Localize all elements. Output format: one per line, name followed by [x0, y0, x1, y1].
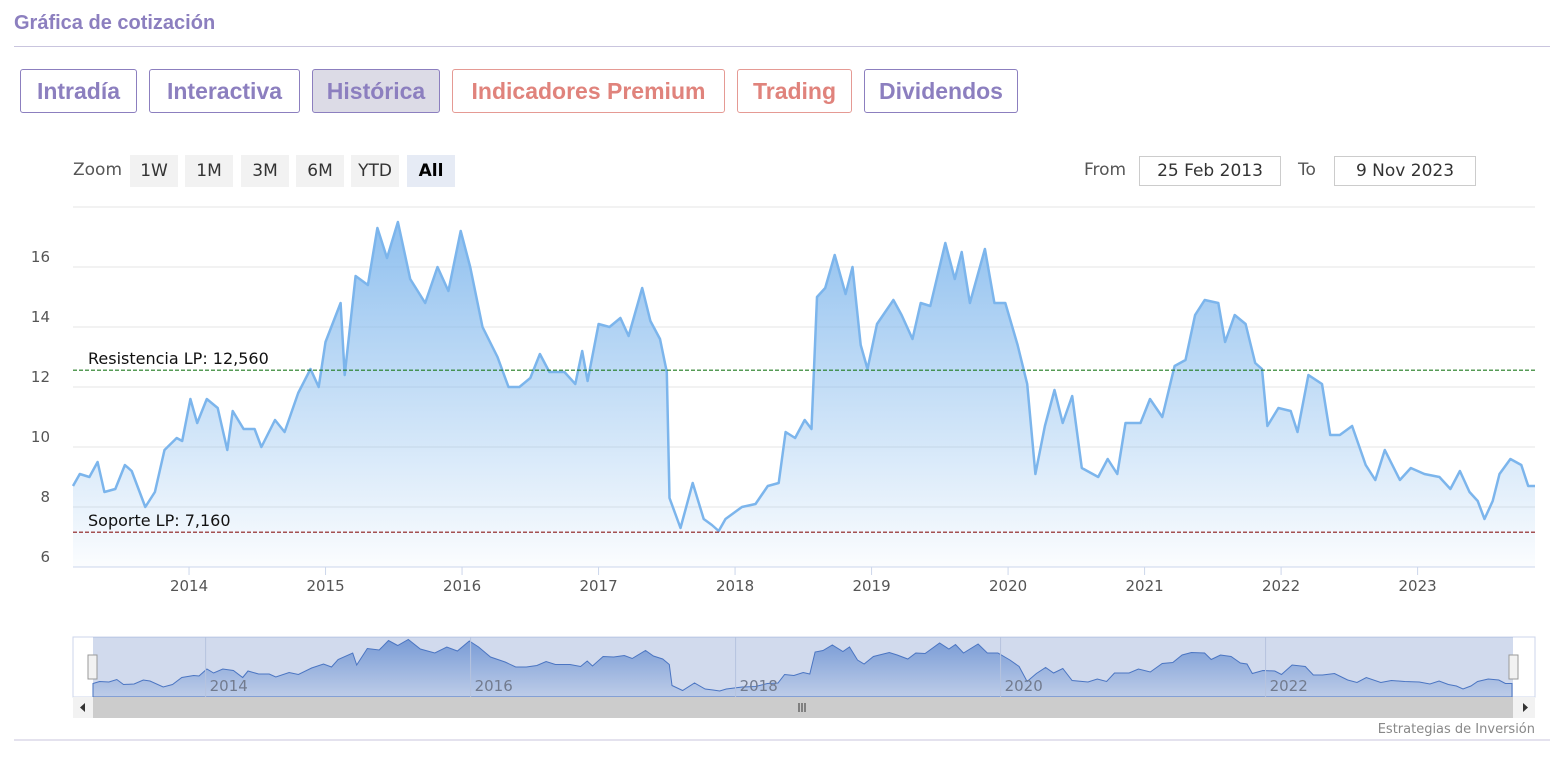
x-tick-label: 2016	[443, 577, 481, 595]
zoom-button[interactable]: 1W	[130, 155, 178, 187]
navigator-area	[92, 638, 1513, 698]
y-tick-label: 14	[31, 308, 50, 326]
x-tick-label: 2017	[579, 577, 617, 595]
x-tick-label: 2022	[1262, 577, 1300, 595]
tab[interactable]: Indicadores Premium	[452, 69, 725, 113]
scrollbar-thumb[interactable]	[93, 697, 1513, 718]
zoom-button[interactable]: 6M	[296, 155, 344, 187]
navigator-tick-label: 2020	[1005, 677, 1043, 695]
navigator-mask	[93, 637, 1513, 697]
x-tick-label: 2020	[989, 577, 1027, 595]
y-tick-label: 12	[31, 368, 50, 386]
chart: 6 8 10 12 14 16 2014 2015 2016 2017 2018 2019 2020 20…	[14, 206, 1550, 741]
x-tick-label: 2014	[170, 577, 208, 595]
divider	[14, 46, 1550, 47]
scroll-right[interactable]	[1523, 703, 1528, 712]
navigator-tick-label: 2016	[475, 677, 513, 695]
credit: Estrategias de Inversión	[1378, 722, 1535, 737]
zoom-button[interactable]: All	[407, 155, 455, 187]
from-input[interactable]: 25 Feb 2013	[1139, 156, 1281, 186]
zoom-button[interactable]: 1M	[185, 155, 233, 187]
x-tick-label: 2021	[1125, 577, 1163, 595]
plot-line-label: Soporte LP: 7,160	[88, 511, 231, 530]
tab[interactable]: Intradía	[20, 69, 137, 113]
page-title: Gráfica de cotización	[14, 12, 216, 34]
tab[interactable]: Histórica	[312, 69, 440, 113]
x-tick-label: 2019	[852, 577, 890, 595]
x-tick-label: 2023	[1399, 577, 1437, 595]
navigator-tick-label: 2022	[1270, 677, 1308, 695]
navigator-tick-label: 2014	[210, 677, 248, 695]
y-tick-label: 10	[31, 428, 50, 446]
y-tick-label: 16	[31, 248, 50, 266]
zoom-label: Zoom	[73, 160, 123, 180]
zoom-button[interactable]: 3M	[241, 155, 289, 187]
navigator-tick-label: 2018	[740, 677, 778, 695]
x-tick-label: 2018	[716, 577, 754, 595]
to-label: To	[1298, 160, 1316, 180]
scroll-left[interactable]	[80, 703, 85, 712]
navigator-handle[interactable]	[1508, 654, 1519, 680]
tab[interactable]: Interactiva	[149, 69, 300, 113]
plot-line-label: Resistencia LP: 12,560	[88, 349, 269, 368]
from-label: From	[1084, 160, 1127, 180]
scroll-grip	[798, 703, 806, 712]
tab[interactable]: Dividendos	[864, 69, 1018, 113]
zoom-button[interactable]: YTD	[351, 155, 399, 187]
price-line	[71, 220, 1535, 533]
to-input[interactable]: 9 Nov 2023	[1334, 156, 1476, 186]
y-tick-label: 6	[40, 548, 50, 566]
y-tick-label: 8	[40, 488, 50, 506]
navigator-handle[interactable]	[87, 654, 98, 680]
x-tick-label: 2015	[306, 577, 344, 595]
area-fill	[73, 222, 1535, 567]
tab[interactable]: Trading	[737, 69, 852, 113]
